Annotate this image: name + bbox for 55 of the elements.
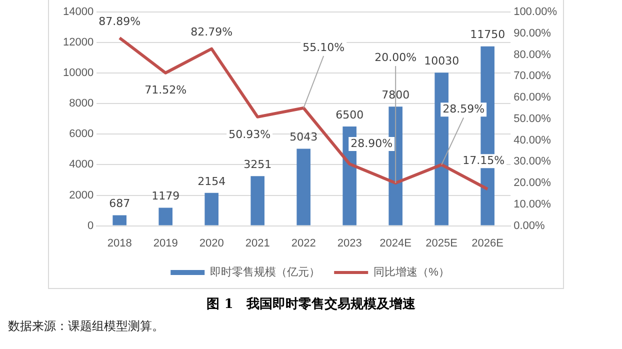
- bar: [112, 215, 126, 226]
- x-tick-label: 2022: [291, 237, 316, 250]
- data-label: 50.93%: [228, 128, 271, 141]
- y2-tick-label: 0.00%: [514, 220, 545, 232]
- y-tick-label: 4000: [69, 158, 94, 171]
- x-tick-label: 2018: [107, 237, 132, 250]
- bar: [158, 208, 172, 226]
- data-label: 7800: [382, 88, 410, 102]
- y2-tick-label: 80.00%: [514, 48, 552, 61]
- data-label: 10030: [424, 54, 460, 68]
- data-label: 6500: [336, 108, 364, 122]
- legend-label: 同比增速（%）: [374, 266, 450, 279]
- data-label: 28.90%: [350, 136, 393, 150]
- data-label: 87.89%: [98, 14, 141, 28]
- y-tick-label: 0: [87, 220, 94, 232]
- bar: [250, 176, 264, 226]
- y2-tick-label: 90.00%: [514, 27, 552, 40]
- data-label: 687: [109, 197, 130, 210]
- x-tick-label: 2024E: [380, 237, 412, 250]
- data-label: 1179: [152, 190, 180, 203]
- x-tick-label: 2021: [245, 237, 270, 250]
- y2-tick-label: 20.00%: [514, 177, 552, 190]
- y-tick-label: 6000: [69, 128, 94, 140]
- data-label: 71.52%: [144, 84, 187, 97]
- data-label: 28.59%: [442, 102, 485, 116]
- y-tick-label: 10000: [62, 67, 94, 80]
- y-tick-label: 14000: [62, 6, 94, 18]
- y-tick-label: 8000: [69, 98, 94, 110]
- data-label: 11750: [470, 28, 506, 42]
- data-label: 3251: [244, 158, 272, 172]
- bar: [296, 148, 310, 226]
- y2-tick-label: 50.00%: [514, 112, 552, 125]
- x-tick-label: 2023: [337, 237, 362, 250]
- y2-tick-label: 100.00%: [514, 6, 558, 18]
- legend-label: 即时零售规模（亿元）: [210, 266, 320, 279]
- y2-tick-label: 60.00%: [514, 92, 552, 104]
- y2-tick-label: 30.00%: [514, 156, 552, 168]
- bar: [204, 192, 218, 226]
- data-label: 17.15%: [462, 154, 505, 167]
- y-tick-label: 12000: [62, 36, 94, 49]
- data-label: 20.00%: [374, 50, 417, 64]
- data-label: 82.79%: [190, 26, 233, 39]
- y2-tick-label: 40.00%: [514, 134, 552, 146]
- text: 图 1 我国即时零售交易规模及增速: [206, 296, 416, 313]
- x-tick-label: 2019: [153, 237, 178, 250]
- data-label: 2154: [198, 174, 226, 188]
- data-label: 55.10%: [302, 40, 345, 54]
- x-tick-label: 2020: [199, 237, 224, 250]
- y2-tick-label: 70.00%: [514, 70, 552, 82]
- y2-tick-label: 10.00%: [514, 198, 552, 210]
- x-tick-label: 2026E: [472, 237, 504, 250]
- source-note: 数据来源：课题组模型测算。: [8, 318, 164, 335]
- data-label: 5043: [290, 130, 318, 144]
- y-tick-label: 2000: [69, 189, 94, 202]
- x-tick-label: 2025E: [426, 237, 458, 250]
